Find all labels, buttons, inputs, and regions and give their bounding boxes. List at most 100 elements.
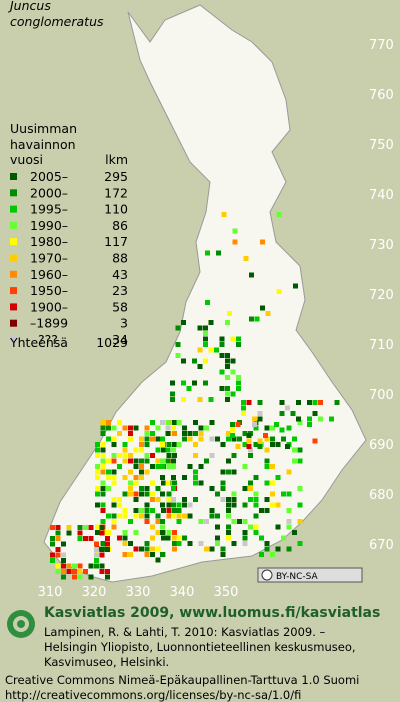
observation-square [215, 491, 220, 497]
observation-square [144, 469, 150, 475]
legend-swatch [10, 238, 17, 246]
observation-square [230, 369, 236, 375]
observation-square [83, 525, 88, 530]
legend-label: 1950– [30, 283, 68, 298]
observation-square [128, 519, 133, 524]
observation-square [241, 400, 246, 405]
observation-square [220, 497, 226, 502]
observation-square [133, 546, 139, 552]
observation-square [61, 563, 66, 569]
observation-square [193, 442, 198, 447]
observation-square [105, 574, 110, 580]
observation-square [203, 380, 208, 386]
observation-square [286, 519, 292, 524]
observation-square [117, 453, 122, 458]
observation-square [182, 513, 187, 519]
observation-square [117, 464, 122, 469]
observation-square [161, 508, 166, 513]
observation-square [182, 535, 187, 541]
observation-square [257, 444, 263, 449]
observation-square [193, 420, 198, 425]
observation-square [172, 420, 177, 425]
observation-square [230, 422, 235, 427]
observation-square [182, 502, 187, 508]
observation-square [214, 347, 219, 353]
observation-square [106, 420, 111, 425]
observation-square [95, 464, 100, 469]
observation-square [122, 447, 128, 453]
observation-square [160, 491, 165, 497]
observation-square [197, 397, 203, 402]
northing-label: 710 [369, 338, 394, 353]
observation-square [226, 436, 231, 442]
observation-square [133, 497, 139, 502]
observation-square [297, 447, 303, 453]
logo [7, 610, 35, 638]
observation-square [285, 444, 290, 449]
observation-square [203, 331, 208, 336]
observation-square [264, 464, 270, 469]
observation-square [236, 336, 241, 342]
observation-square [334, 400, 340, 405]
observation-square [155, 425, 161, 431]
observation-square [275, 502, 281, 508]
observation-square [122, 541, 128, 546]
observation-square [230, 433, 235, 438]
observation-square [100, 442, 106, 447]
observation-square [235, 444, 241, 449]
observation-square [122, 425, 128, 431]
observation-square [243, 256, 249, 261]
observation-square [88, 574, 94, 580]
observation-square [139, 436, 144, 442]
observation-square [286, 524, 292, 530]
observation-square [144, 442, 150, 447]
observation-square [111, 502, 117, 508]
observation-square [286, 469, 292, 475]
observation-square [55, 525, 61, 530]
observation-square [139, 464, 144, 469]
observation-square [176, 442, 182, 447]
observation-square [253, 524, 259, 530]
observation-square [94, 547, 99, 552]
observation-square [111, 519, 117, 524]
observation-square [246, 400, 252, 405]
observation-square [209, 436, 215, 442]
observation-square [292, 530, 297, 535]
observation-square [297, 541, 303, 546]
legend-count-heading: lkm [105, 152, 128, 167]
observation-square [264, 447, 270, 453]
observation-square [182, 497, 187, 502]
observation-square [144, 431, 150, 436]
observation-square [61, 552, 66, 558]
legend-heading: vuosi [10, 152, 43, 167]
observation-square [160, 420, 165, 425]
observation-square [236, 380, 241, 386]
observation-square [128, 552, 133, 557]
observation-square [100, 502, 106, 508]
observation-square [139, 447, 144, 453]
legend-count: 43 [112, 267, 128, 282]
legend-label: 2005– [30, 169, 68, 184]
observation-square [160, 442, 165, 447]
observation-square [72, 574, 77, 580]
observation-square [128, 436, 133, 442]
observation-square [257, 411, 263, 416]
observation-square [297, 486, 303, 491]
observation-square [165, 458, 171, 464]
observation-square [193, 480, 198, 486]
observation-square [215, 513, 220, 519]
observation-square [95, 502, 100, 508]
northing-label: 750 [369, 138, 394, 153]
observation-square [128, 541, 133, 546]
observation-square [55, 569, 61, 574]
observation-square [160, 530, 165, 535]
observation-square [171, 486, 176, 491]
observation-square [231, 502, 237, 508]
observation-square [106, 486, 111, 491]
observation-square [122, 535, 128, 541]
legend-swatch [10, 287, 17, 295]
observation-square [230, 336, 236, 342]
observation-square [99, 569, 105, 574]
observation-square [83, 536, 88, 541]
observation-square [150, 491, 155, 497]
